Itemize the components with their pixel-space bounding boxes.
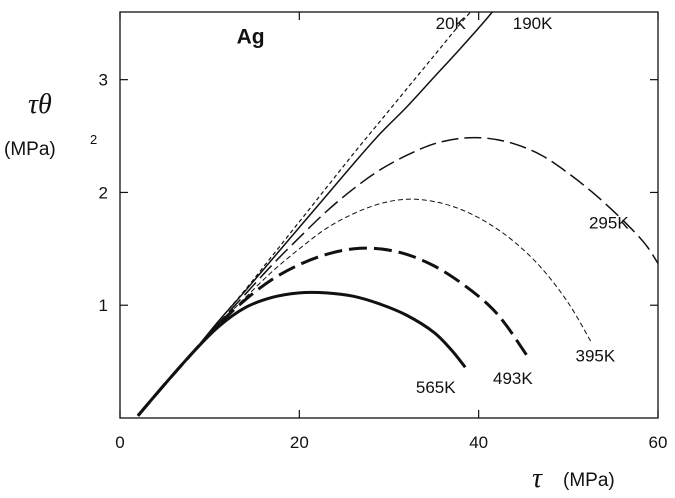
series-line-20k [137, 12, 472, 417]
curve-label-493k: 493K [493, 369, 533, 388]
y-axis-unit-exponent: 2 [90, 132, 97, 147]
curve-label-395k: 395K [576, 347, 616, 366]
series-line-295k [137, 136, 658, 417]
plot-frame [119, 11, 659, 419]
series-line-395k [137, 198, 592, 417]
x-axis-unit: (MPa) [563, 470, 615, 491]
y-tick-label: 3 [99, 71, 108, 90]
curve-label-190k: 190K [513, 14, 553, 33]
curve-label-565k: 565K [416, 378, 456, 397]
plot-area [119, 11, 659, 419]
x-tick-label: 20 [290, 433, 309, 452]
chart-text: 0 20 40 60 1 2 3 20K 190K 295K 395K 493K 565K Ag τθ (MP… [4, 14, 667, 494]
curve-label-295k: 295K [589, 214, 629, 233]
series-line-493k [136, 246, 530, 417]
curve-label-20k: 20K [436, 14, 467, 33]
y-tick-label: 2 [99, 183, 108, 202]
x-tick-label: 0 [115, 433, 124, 452]
x-tick-label: 60 [649, 433, 668, 452]
y-tick-label: 1 [99, 296, 108, 315]
x-axis-symbol: τ [532, 463, 543, 494]
y-axis-symbol: τθ [28, 89, 52, 120]
series-line-565k [136, 290, 467, 417]
panel-label: Ag [237, 26, 265, 49]
x-tick-label: 40 [469, 433, 488, 452]
y-axis-unit: (MPa) [4, 139, 56, 160]
